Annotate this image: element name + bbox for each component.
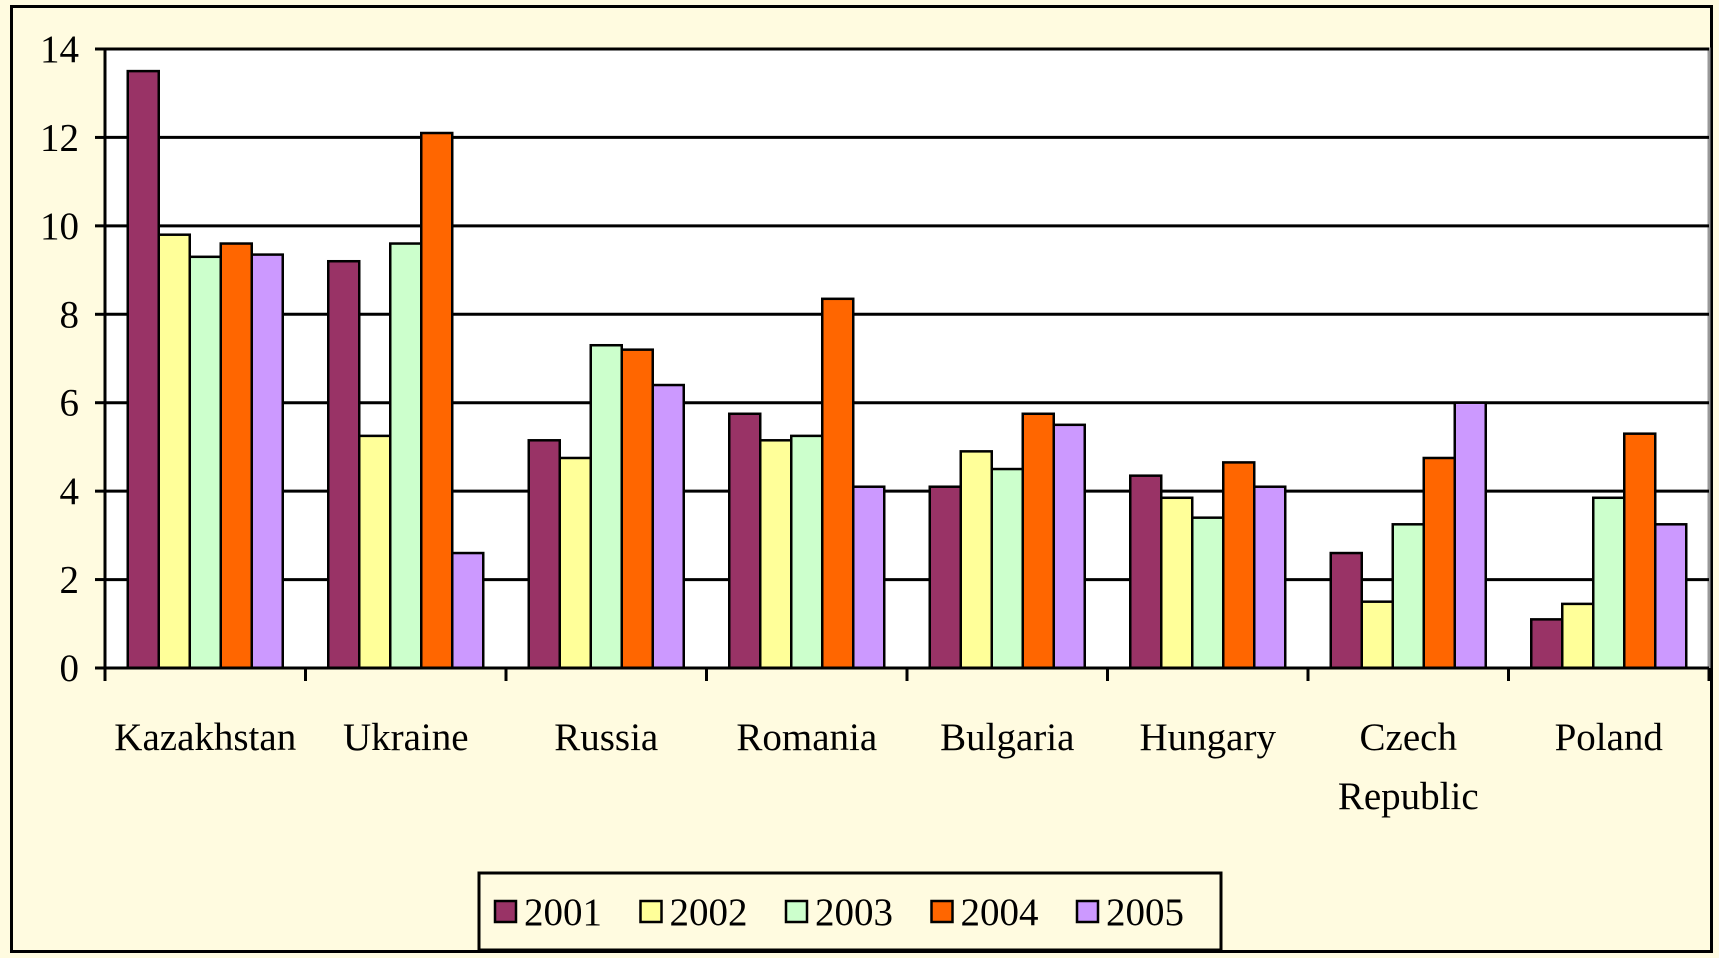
bar-2002-3: [759, 439, 793, 670]
bar-2003-1: [389, 242, 423, 670]
bar-2004-2: [620, 348, 654, 670]
bar-2005-3: [852, 485, 886, 670]
bar-2001-7: [1530, 618, 1564, 670]
bar-2001-5: [1129, 474, 1163, 670]
category-label: Czech: [1360, 716, 1457, 759]
legend-swatch-2003: [784, 899, 809, 924]
y-tick-label: 10: [40, 205, 79, 248]
bar-2005-7: [1654, 523, 1688, 670]
y-tick-label: 2: [60, 559, 80, 602]
bar-2003-7: [1592, 496, 1626, 670]
bar-2005-2: [651, 383, 685, 670]
category-label: Hungary: [1140, 716, 1277, 759]
legend-swatch-2004: [930, 899, 954, 924]
category-label: Russia: [554, 716, 658, 759]
legend: 2001 2002 2003 2004 2005: [477, 871, 1223, 952]
bars: [126, 69, 1688, 670]
legend-swatch-2002: [639, 899, 663, 924]
bar-2004-3: [821, 297, 855, 670]
legend-swatch-2001: [493, 899, 518, 924]
bar-2005-5: [1253, 485, 1287, 670]
bar-2003-5: [1191, 516, 1225, 670]
bar-2003-2: [589, 343, 623, 670]
y-tick-labels: 0 2 4 6 8 10 12 14: [40, 28, 79, 690]
y-tick-label: 12: [40, 116, 79, 159]
bar-2003-6: [1391, 523, 1425, 670]
bar-2002-1: [358, 434, 392, 670]
bar-2001-6: [1329, 551, 1363, 670]
category-label: Poland: [1555, 716, 1664, 759]
y-tick-label: 0: [60, 647, 80, 690]
legend-label-2001: 2001: [524, 891, 602, 934]
bar-2002-7: [1561, 602, 1595, 670]
legend-label-2004: 2004: [961, 891, 1039, 934]
bar-2003-3: [790, 434, 824, 670]
y-tick-label: 6: [60, 382, 80, 425]
y-tick-label: 8: [60, 293, 80, 336]
legend-swatch-2005: [1075, 899, 1100, 924]
bar-2001-0: [126, 69, 160, 670]
bar-2002-5: [1160, 496, 1194, 670]
bar-2004-1: [420, 131, 454, 670]
bar-2001-4: [928, 485, 962, 670]
bar-2004-7: [1623, 432, 1657, 670]
bar-2005-4: [1052, 423, 1086, 670]
bar-2004-6: [1422, 456, 1456, 670]
bar-2005-6: [1453, 401, 1487, 670]
bar-2005-1: [451, 551, 485, 670]
legend-label-2002: 2002: [670, 891, 748, 934]
category-labels: Kazakhstan Ukraine Russia Romania Bulgaria Hu…: [114, 716, 1663, 818]
bar-2001-2: [527, 439, 561, 670]
bar-2004-0: [219, 242, 253, 670]
category-label: Bulgaria: [940, 716, 1074, 759]
category-label: Ukraine: [343, 716, 469, 759]
bar-2001-3: [728, 412, 762, 670]
bar-2003-4: [990, 467, 1024, 670]
category-label: Romania: [736, 716, 877, 759]
legend-label-2005: 2005: [1106, 891, 1184, 934]
y-tick-label: 4: [60, 470, 80, 513]
bar-2001-1: [327, 259, 361, 670]
bar-2004-5: [1222, 461, 1256, 670]
y-tick-label: 14: [40, 28, 79, 71]
legend-label-2003: 2003: [815, 891, 893, 934]
axes: [95, 47, 1711, 681]
bar-2005-0: [250, 253, 284, 670]
bar-2002-6: [1360, 600, 1394, 670]
bar-2002-4: [959, 450, 993, 670]
category-label: Kazakhstan: [114, 716, 296, 759]
bar-2004-4: [1021, 412, 1055, 670]
bar-2002-0: [157, 233, 191, 670]
category-label: Republic: [1338, 775, 1479, 818]
bar-2002-2: [558, 456, 592, 670]
bar-2003-0: [188, 255, 222, 670]
